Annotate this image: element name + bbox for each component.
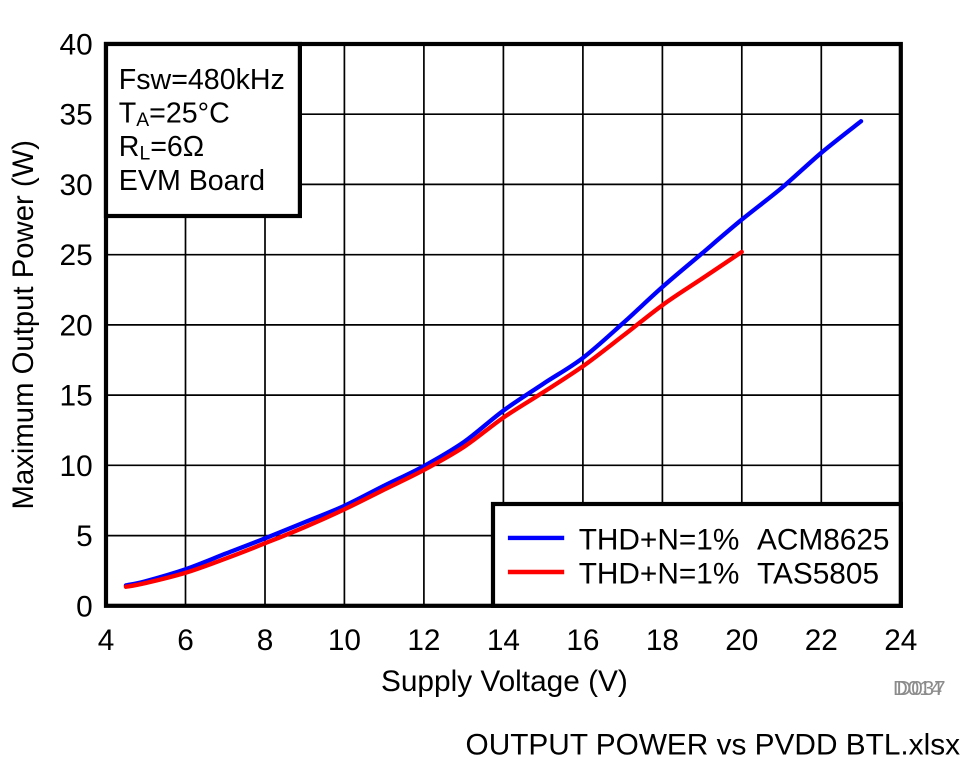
svg-text:THD+N=1%: THD+N=1%	[579, 557, 740, 590]
svg-text:10: 10	[328, 624, 361, 657]
svg-text:20: 20	[60, 309, 93, 342]
svg-text:30: 30	[60, 169, 93, 202]
svg-text:12: 12	[407, 624, 440, 657]
svg-text:D014: D014	[893, 677, 942, 700]
svg-text:TAS5805: TAS5805	[757, 557, 879, 590]
svg-text:Maximum Output Power (W): Maximum Output Power (W)	[7, 140, 40, 510]
svg-text:25: 25	[60, 239, 93, 272]
svg-text:16: 16	[566, 624, 599, 657]
svg-text:10: 10	[60, 450, 93, 483]
svg-text:TA=25°C: TA=25°C	[119, 98, 230, 132]
svg-text:ACM8625: ACM8625	[757, 523, 890, 556]
svg-text:D037: D037	[896, 677, 945, 700]
svg-text:22: 22	[805, 624, 838, 657]
svg-text:6: 6	[177, 624, 194, 657]
svg-text:OUTPUT POWER vs PVDD BTL.xlsx: OUTPUT POWER vs PVDD BTL.xlsx	[466, 728, 961, 761]
svg-text:THD+N=1%: THD+N=1%	[579, 523, 740, 556]
svg-text:0: 0	[76, 590, 93, 623]
svg-text:4: 4	[98, 624, 115, 657]
svg-text:RL=6Ω: RL=6Ω	[119, 131, 204, 165]
svg-text:Fsw=480kHz: Fsw=480kHz	[119, 64, 285, 96]
svg-text:Supply Voltage (V): Supply Voltage (V)	[381, 665, 628, 698]
svg-text:35: 35	[60, 99, 93, 132]
svg-text:20: 20	[725, 624, 758, 657]
svg-text:40: 40	[60, 29, 93, 62]
svg-text:24: 24	[884, 624, 917, 657]
svg-text:15: 15	[60, 380, 93, 413]
svg-text:5: 5	[76, 520, 93, 553]
svg-text:EVM Board: EVM Board	[119, 165, 265, 197]
svg-text:8: 8	[257, 624, 274, 657]
svg-text:18: 18	[646, 624, 679, 657]
svg-text:14: 14	[487, 624, 520, 657]
